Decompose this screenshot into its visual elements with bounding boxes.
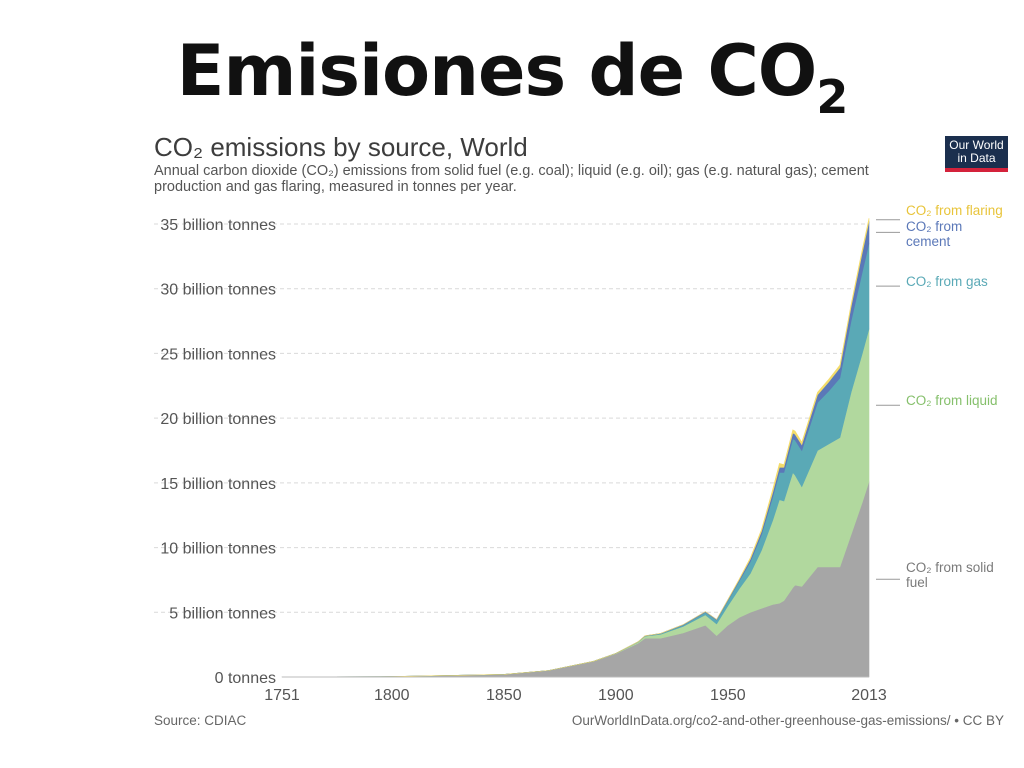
y-tick-label: 35 billion tonnes — [160, 217, 276, 234]
y-tick-label: 30 billion tonnes — [160, 282, 276, 299]
x-tick-label: 1850 — [486, 687, 522, 704]
series-label: CO₂ from — [906, 219, 962, 234]
series-label: CO₂ from liquid — [906, 393, 998, 408]
chart-title: CO₂ emissions by source, World — [154, 132, 528, 162]
x-tick-label: 2013 — [851, 687, 887, 704]
y-tick-label: 25 billion tonnes — [160, 346, 276, 363]
y-tick-label: 15 billion tonnes — [160, 476, 276, 493]
x-tick-label: 1900 — [598, 687, 634, 704]
series-label: CO₂ from gas — [906, 274, 988, 289]
series-label: CO₂ from flaring — [906, 203, 1003, 218]
series-label: cement — [906, 234, 951, 249]
series-label: fuel — [906, 575, 928, 590]
y-tick-label: 20 billion tonnes — [160, 411, 276, 428]
y-tick-label: 5 billion tonnes — [169, 605, 276, 622]
logo-line-1: Our World — [949, 138, 1004, 152]
slide-title-main: Emisiones de CO — [176, 30, 818, 112]
source-url[interactable]: OurWorldInData.org/co2-and-other-greenho… — [571, 713, 1004, 728]
x-tick-label: 1950 — [710, 687, 746, 704]
chart-subtitle: Annual carbon dioxide (CO₂) emissions fr… — [154, 163, 869, 195]
source-note: Source: CDIAC — [154, 713, 247, 728]
y-tick-label: 10 billion tonnes — [160, 541, 276, 558]
series-label: CO₂ from solid — [906, 560, 994, 575]
x-tick-label: 1751 — [264, 687, 300, 704]
logo-line-2: in Data — [957, 151, 996, 165]
y-tick-label: 0 tonnes — [215, 670, 276, 687]
x-tick-label: 1800 — [374, 687, 410, 704]
area-series — [281, 218, 870, 678]
owid-logo[interactable]: Our World in Data — [945, 136, 1008, 172]
slide-title: Emisiones de CO2 — [0, 30, 1024, 124]
slide-title-subscript: 2 — [816, 70, 848, 124]
